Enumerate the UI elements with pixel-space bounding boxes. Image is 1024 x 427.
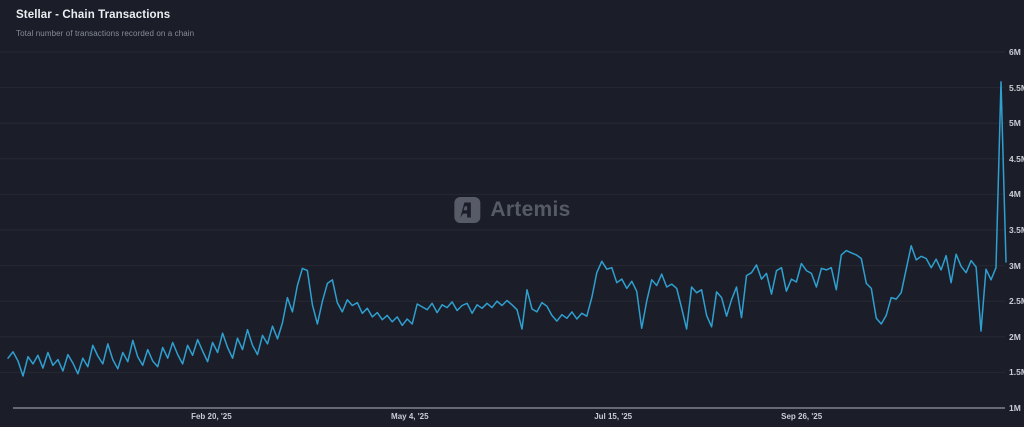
y-axis-tick-label: 1M — [1009, 403, 1021, 413]
y-axis-tick-label: 1.5M — [1009, 367, 1024, 378]
y-axis-tick-label: 5.5M — [1009, 82, 1024, 93]
x-axis-tick-label: May 4, '25 — [391, 412, 429, 421]
x-axis-tick-label: Feb 20, '25 — [191, 412, 232, 421]
y-axis-tick-label: 3.5M — [1009, 225, 1024, 235]
y-axis-tick-label: 6M — [1009, 47, 1021, 57]
x-axis-tick-label: Jul 15, '25 — [594, 412, 633, 421]
y-axis-tick-label: 2.5M — [1009, 296, 1024, 307]
y-axis-tick-label: 4M — [1009, 189, 1021, 200]
chart-title: Stellar - Chain Transactions — [16, 9, 171, 21]
y-axis-tick-label: 5M — [1009, 118, 1021, 129]
series-line[interactable] — [7, 81, 1007, 377]
y-axis-tick-label: 4.5M — [1009, 153, 1024, 164]
y-axis-tick-label: 3M — [1009, 260, 1021, 271]
x-axis-tick-label: Sep 26, '25 — [781, 412, 823, 421]
chart-subtitle: Total number of transactions recorded on… — [16, 29, 195, 38]
y-axis-tick-label: 2M — [1009, 331, 1021, 342]
